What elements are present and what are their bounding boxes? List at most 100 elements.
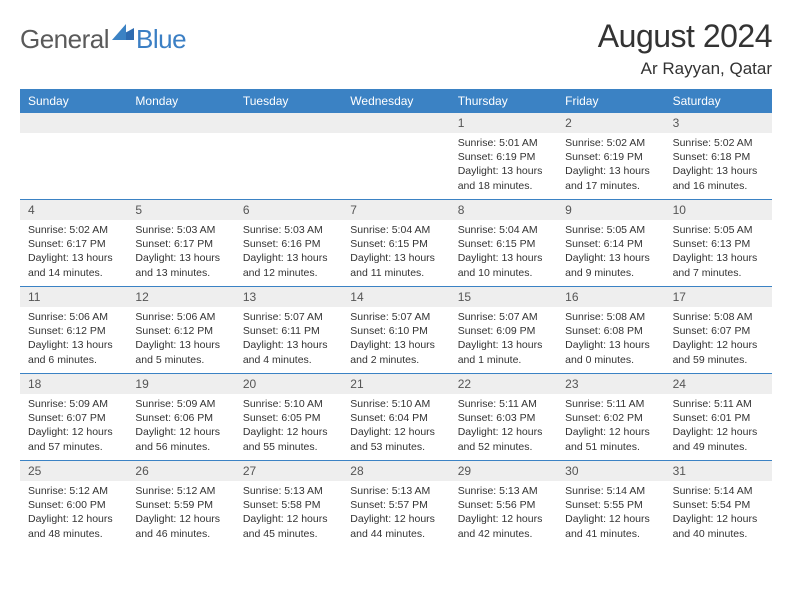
daylight-line: Daylight: 13 hours and 11 minutes.: [350, 251, 441, 279]
sunset-line: Sunset: 5:58 PM: [243, 498, 334, 512]
day-number: 7: [342, 200, 449, 220]
daylight-line: Daylight: 12 hours and 52 minutes.: [458, 425, 549, 453]
day-content: Sunrise: 5:02 AMSunset: 6:18 PMDaylight:…: [665, 133, 772, 197]
day-content: Sunrise: 5:14 AMSunset: 5:54 PMDaylight:…: [665, 481, 772, 545]
day-content: Sunrise: 5:03 AMSunset: 6:17 PMDaylight:…: [127, 220, 234, 284]
sunrise-line: Sunrise: 5:09 AM: [135, 397, 226, 411]
calendar-page: General Blue August 2024 Ar Rayyan, Qata…: [0, 0, 792, 557]
day-number: 14: [342, 287, 449, 307]
day-cell: 6Sunrise: 5:03 AMSunset: 6:16 PMDaylight…: [235, 200, 342, 286]
sunrise-line: Sunrise: 5:04 AM: [458, 223, 549, 237]
day-cell: 9Sunrise: 5:05 AMSunset: 6:14 PMDaylight…: [557, 200, 664, 286]
sunset-line: Sunset: 6:19 PM: [565, 150, 656, 164]
sunrise-line: Sunrise: 5:05 AM: [565, 223, 656, 237]
day-content: Sunrise: 5:05 AMSunset: 6:14 PMDaylight:…: [557, 220, 664, 284]
day-number: 27: [235, 461, 342, 481]
daylight-line: Daylight: 13 hours and 1 minute.: [458, 338, 549, 366]
day-cell: 19Sunrise: 5:09 AMSunset: 6:06 PMDayligh…: [127, 374, 234, 460]
sunrise-line: Sunrise: 5:13 AM: [243, 484, 334, 498]
daylight-line: Daylight: 13 hours and 10 minutes.: [458, 251, 549, 279]
day-number: 17: [665, 287, 772, 307]
sunset-line: Sunset: 6:05 PM: [243, 411, 334, 425]
sunset-line: Sunset: 6:16 PM: [243, 237, 334, 251]
day-number: 19: [127, 374, 234, 394]
daylight-line: Daylight: 12 hours and 42 minutes.: [458, 512, 549, 540]
day-number: [127, 113, 234, 133]
day-number: 21: [342, 374, 449, 394]
sunset-line: Sunset: 6:17 PM: [28, 237, 119, 251]
title-block: August 2024 Ar Rayyan, Qatar: [598, 18, 772, 79]
day-content: Sunrise: 5:10 AMSunset: 6:05 PMDaylight:…: [235, 394, 342, 458]
sunset-line: Sunset: 6:11 PM: [243, 324, 334, 338]
week-row: 18Sunrise: 5:09 AMSunset: 6:07 PMDayligh…: [20, 373, 772, 460]
day-number: 28: [342, 461, 449, 481]
sunrise-line: Sunrise: 5:03 AM: [135, 223, 226, 237]
day-content: Sunrise: 5:06 AMSunset: 6:12 PMDaylight:…: [127, 307, 234, 371]
daylight-line: Daylight: 13 hours and 2 minutes.: [350, 338, 441, 366]
sunset-line: Sunset: 5:56 PM: [458, 498, 549, 512]
sunrise-line: Sunrise: 5:08 AM: [673, 310, 764, 324]
day-number: 20: [235, 374, 342, 394]
day-cell: 11Sunrise: 5:06 AMSunset: 6:12 PMDayligh…: [20, 287, 127, 373]
day-number: 10: [665, 200, 772, 220]
day-number: 9: [557, 200, 664, 220]
sunrise-line: Sunrise: 5:05 AM: [673, 223, 764, 237]
day-cell: 31Sunrise: 5:14 AMSunset: 5:54 PMDayligh…: [665, 461, 772, 547]
daylight-line: Daylight: 13 hours and 4 minutes.: [243, 338, 334, 366]
sunrise-line: Sunrise: 5:11 AM: [565, 397, 656, 411]
day-number: 25: [20, 461, 127, 481]
day-cell: 24Sunrise: 5:11 AMSunset: 6:01 PMDayligh…: [665, 374, 772, 460]
day-cell: 29Sunrise: 5:13 AMSunset: 5:56 PMDayligh…: [450, 461, 557, 547]
sunrise-line: Sunrise: 5:11 AM: [673, 397, 764, 411]
day-number: 16: [557, 287, 664, 307]
day-content: Sunrise: 5:02 AMSunset: 6:17 PMDaylight:…: [20, 220, 127, 284]
day-number: 8: [450, 200, 557, 220]
sunrise-line: Sunrise: 5:14 AM: [673, 484, 764, 498]
daylight-line: Daylight: 12 hours and 59 minutes.: [673, 338, 764, 366]
daylight-line: Daylight: 12 hours and 49 minutes.: [673, 425, 764, 453]
daylight-line: Daylight: 13 hours and 14 minutes.: [28, 251, 119, 279]
day-content: Sunrise: 5:13 AMSunset: 5:56 PMDaylight:…: [450, 481, 557, 545]
sunrise-line: Sunrise: 5:03 AM: [243, 223, 334, 237]
sunrise-line: Sunrise: 5:02 AM: [673, 136, 764, 150]
day-content: Sunrise: 5:06 AMSunset: 6:12 PMDaylight:…: [20, 307, 127, 371]
sunrise-line: Sunrise: 5:14 AM: [565, 484, 656, 498]
sunrise-line: Sunrise: 5:12 AM: [28, 484, 119, 498]
day-content: Sunrise: 5:11 AMSunset: 6:02 PMDaylight:…: [557, 394, 664, 458]
sunset-line: Sunset: 5:59 PM: [135, 498, 226, 512]
day-cell: 8Sunrise: 5:04 AMSunset: 6:15 PMDaylight…: [450, 200, 557, 286]
sunset-line: Sunset: 6:01 PM: [673, 411, 764, 425]
day-cell: 4Sunrise: 5:02 AMSunset: 6:17 PMDaylight…: [20, 200, 127, 286]
sunset-line: Sunset: 6:03 PM: [458, 411, 549, 425]
day-number: 24: [665, 374, 772, 394]
day-cell: 30Sunrise: 5:14 AMSunset: 5:55 PMDayligh…: [557, 461, 664, 547]
daylight-line: Daylight: 13 hours and 18 minutes.: [458, 164, 549, 192]
daylight-line: Daylight: 12 hours and 53 minutes.: [350, 425, 441, 453]
day-cell: 18Sunrise: 5:09 AMSunset: 6:07 PMDayligh…: [20, 374, 127, 460]
weekday-header: Sunday Monday Tuesday Wednesday Thursday…: [20, 89, 772, 113]
daylight-line: Daylight: 12 hours and 51 minutes.: [565, 425, 656, 453]
weekday-tuesday: Tuesday: [235, 89, 342, 113]
day-content: Sunrise: 5:13 AMSunset: 5:58 PMDaylight:…: [235, 481, 342, 545]
logo-general: General: [20, 24, 109, 55]
day-cell: 23Sunrise: 5:11 AMSunset: 6:02 PMDayligh…: [557, 374, 664, 460]
sunrise-line: Sunrise: 5:06 AM: [135, 310, 226, 324]
month-title: August 2024: [598, 18, 772, 55]
daylight-line: Daylight: 12 hours and 46 minutes.: [135, 512, 226, 540]
day-number: 1: [450, 113, 557, 133]
sunset-line: Sunset: 6:17 PM: [135, 237, 226, 251]
day-cell: 13Sunrise: 5:07 AMSunset: 6:11 PMDayligh…: [235, 287, 342, 373]
day-content: Sunrise: 5:07 AMSunset: 6:11 PMDaylight:…: [235, 307, 342, 371]
day-content: Sunrise: 5:11 AMSunset: 6:01 PMDaylight:…: [665, 394, 772, 458]
sunrise-line: Sunrise: 5:04 AM: [350, 223, 441, 237]
weeks-container: 1Sunrise: 5:01 AMSunset: 6:19 PMDaylight…: [20, 113, 772, 547]
day-number: [235, 113, 342, 133]
daylight-line: Daylight: 13 hours and 13 minutes.: [135, 251, 226, 279]
day-content: Sunrise: 5:12 AMSunset: 5:59 PMDaylight:…: [127, 481, 234, 545]
day-content: Sunrise: 5:14 AMSunset: 5:55 PMDaylight:…: [557, 481, 664, 545]
sunrise-line: Sunrise: 5:12 AM: [135, 484, 226, 498]
day-number: 29: [450, 461, 557, 481]
day-cell: 25Sunrise: 5:12 AMSunset: 6:00 PMDayligh…: [20, 461, 127, 547]
day-number: 18: [20, 374, 127, 394]
sunrise-line: Sunrise: 5:07 AM: [243, 310, 334, 324]
